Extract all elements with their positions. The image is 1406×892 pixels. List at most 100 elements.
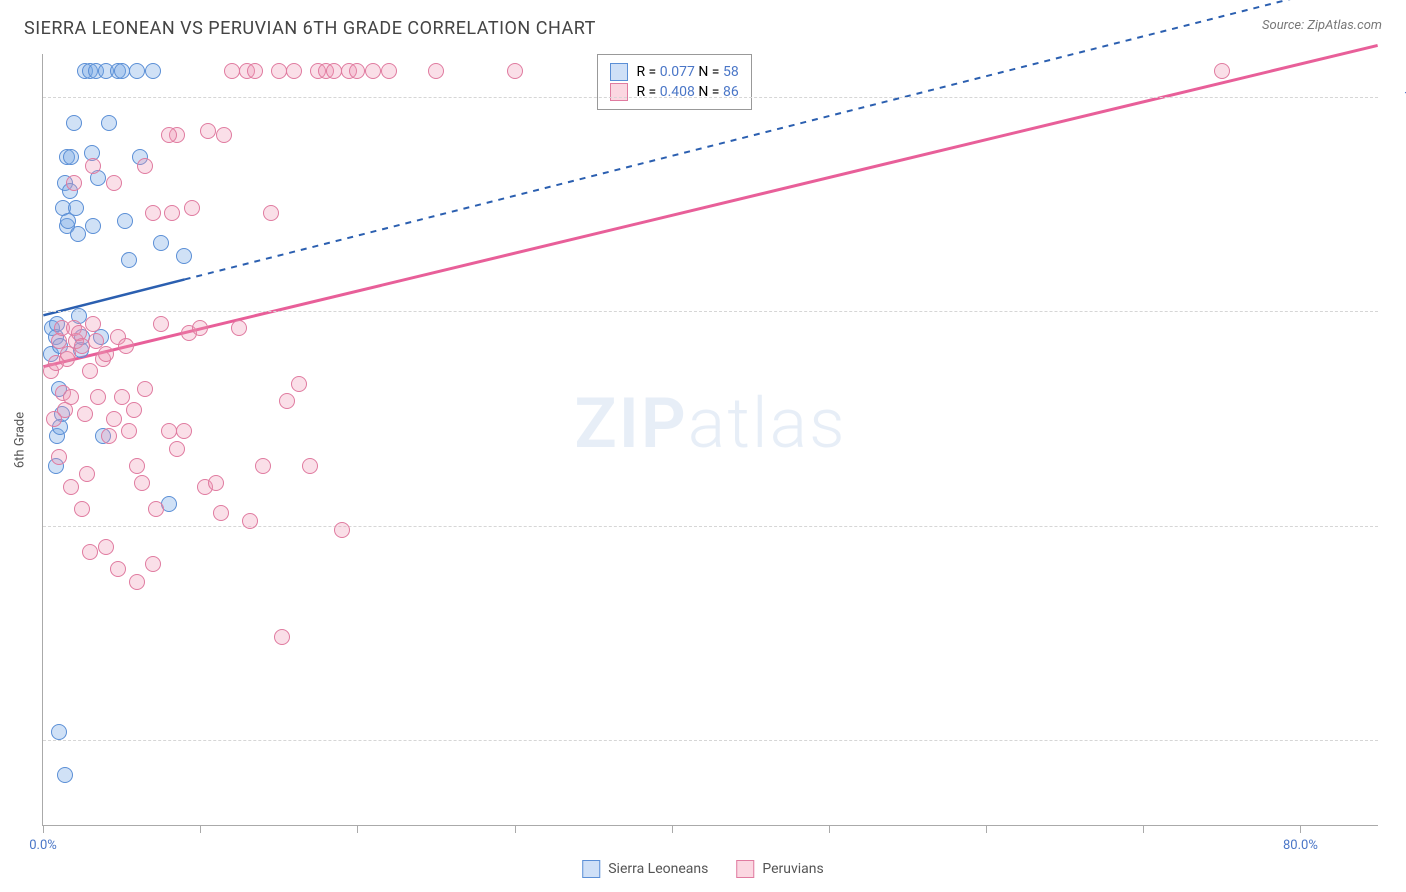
trend-lines [43,54,1378,825]
data-point [231,320,247,336]
data-point [200,123,216,139]
xtick [200,825,201,833]
data-point [117,213,133,229]
legend-swatch [736,860,754,878]
data-point [121,423,137,439]
data-point [129,574,145,590]
data-point [63,479,79,495]
data-point [101,115,117,131]
ytick-label: 100.0% [1386,89,1406,104]
data-point [82,363,98,379]
data-point [302,458,318,474]
xtick [1143,825,1144,833]
data-point [286,63,302,79]
data-point [85,218,101,234]
data-point [74,501,90,517]
legend-label: Sierra Leoneans [608,861,708,877]
xtick [672,825,673,833]
data-point [63,389,79,405]
xtick [1300,825,1301,833]
plot-area: ZIPatlas R = 0.077 N = 58R = 0.408 N = 8… [42,54,1378,826]
data-point [145,556,161,572]
data-point [118,338,134,354]
data-point [148,501,164,517]
ytick-label: 95.0% [1386,518,1406,533]
data-point [106,175,122,191]
data-point [213,505,229,521]
legend-swatch [582,860,600,878]
data-point [208,475,224,491]
data-point [134,475,150,491]
data-point [255,458,271,474]
data-point [46,411,62,427]
data-point [68,200,84,216]
data-point [153,235,169,251]
legend-row: R = 0.077 N = 58 [610,63,738,81]
data-point [381,63,397,79]
data-point [90,389,106,405]
xtick-label: 0.0% [29,838,57,853]
data-point [176,423,192,439]
data-point [1214,63,1230,79]
chart-title: SIERRA LEONEAN VS PERUVIAN 6TH GRADE COR… [24,18,596,39]
ytick-label: 97.5% [1386,304,1406,319]
y-axis-label: 6th Grade [13,412,28,468]
legend-row: R = 0.408 N = 86 [610,83,738,101]
data-point [161,423,177,439]
data-point [169,441,185,457]
data-point [129,63,145,79]
data-point [63,149,79,165]
data-point [101,428,117,444]
data-point [85,316,101,332]
data-point [126,402,142,418]
ytick-label: 92.5% [1386,733,1406,748]
source-label: Source: ZipAtlas.com [1262,18,1382,33]
data-point [326,63,342,79]
data-point [161,127,177,143]
data-point [365,63,381,79]
data-point [121,252,137,268]
legend-label: Peruvians [762,861,823,877]
xtick [829,825,830,833]
data-point [145,205,161,221]
data-point [263,205,279,221]
trend-line-dashed [185,0,1378,279]
legend-item: Peruvians [736,860,823,878]
data-point [57,767,73,783]
data-point [224,63,240,79]
data-point [192,320,208,336]
legend-text: R = 0.077 N = 58 [636,64,738,80]
xtick [357,825,358,833]
data-point [106,411,122,427]
legend-swatch [610,63,628,81]
trend-line-solid [43,279,184,315]
data-point [66,175,82,191]
data-point [247,63,263,79]
data-point [145,63,161,79]
data-point [82,544,98,560]
data-point [334,522,350,538]
data-point [428,63,444,79]
gridline-h [43,740,1378,741]
data-point [291,376,307,392]
xtick [515,825,516,833]
data-point [51,724,67,740]
gridline-h [43,97,1378,98]
data-point [176,248,192,264]
data-point [137,381,153,397]
xtick-label: 80.0% [1283,838,1318,853]
legend-item: Sierra Leoneans [582,860,708,878]
data-point [79,466,95,482]
data-point [507,63,523,79]
data-point [271,63,287,79]
data-point [153,316,169,332]
data-point [349,63,365,79]
legend-swatch [610,83,628,101]
xtick [986,825,987,833]
correlation-legend: R = 0.077 N = 58 R = 0.408 N = 86 [597,54,751,110]
data-point [98,539,114,555]
data-point [129,458,145,474]
data-point [114,389,130,405]
series-legend: Sierra Leoneans Peruvians [582,860,824,878]
data-point [110,561,126,577]
